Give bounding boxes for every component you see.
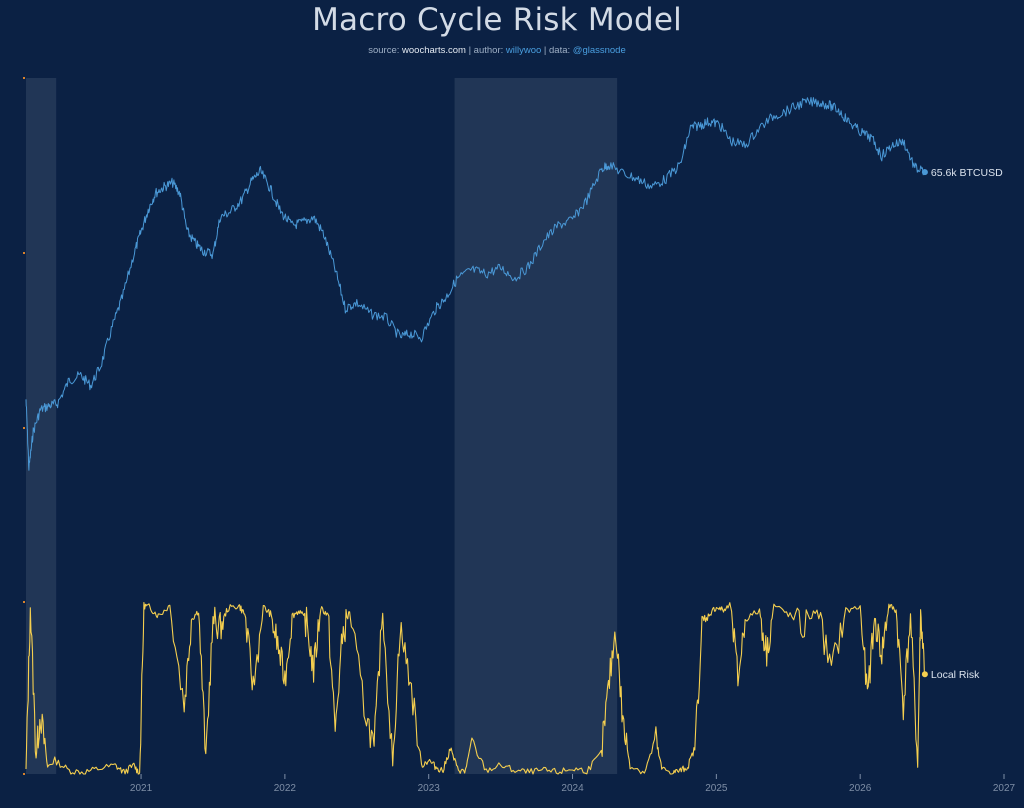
x-axis-tick-label: 2026 xyxy=(849,783,872,794)
chart-title: Macro Cycle Risk Model xyxy=(312,2,682,38)
author-link[interactable]: willywoo xyxy=(505,45,542,56)
risk-end-label: Local Risk xyxy=(931,669,980,681)
x-axis-tick-label: 2021 xyxy=(130,783,153,794)
author-prefix: author: xyxy=(473,45,504,56)
source-prefix: source: xyxy=(368,45,400,56)
data-source-link[interactable]: @glassnode xyxy=(572,45,626,56)
separator: | xyxy=(468,45,472,56)
price-series-line xyxy=(25,97,926,471)
price-end-label: 65.6k BTCUSD xyxy=(931,167,1003,179)
y-axis-tick xyxy=(23,252,25,254)
y-axis-tick xyxy=(23,77,25,79)
x-axis-tick-label: 2024 xyxy=(561,783,584,794)
y-axis-tick xyxy=(23,427,25,429)
x-axis-tick-label: 2027 xyxy=(993,783,1016,794)
x-axis-tick-label: 2025 xyxy=(705,783,728,794)
risk-series-line xyxy=(25,602,926,775)
price-end-marker xyxy=(921,169,928,176)
separator: | xyxy=(543,45,547,56)
shaded-region xyxy=(454,78,618,774)
shaded-regions xyxy=(26,78,618,774)
data-prefix: data: xyxy=(549,45,571,56)
x-axis-tick-label: 2022 xyxy=(274,783,297,794)
x-axis-tick-label: 2023 xyxy=(418,783,441,794)
y-axis-tick xyxy=(23,773,25,775)
source-site-link[interactable]: woocharts.com xyxy=(402,45,466,56)
shaded-region xyxy=(26,78,57,774)
y-axis-ticks xyxy=(23,77,25,775)
x-axis-ticks: 2021 2022 2023 2024 2025 2026 2027 xyxy=(130,774,1016,794)
chart-subtitle: source: woocharts.com | author: willywoo… xyxy=(0,45,994,56)
risk-end-marker xyxy=(921,671,928,678)
y-axis-tick xyxy=(23,601,25,603)
